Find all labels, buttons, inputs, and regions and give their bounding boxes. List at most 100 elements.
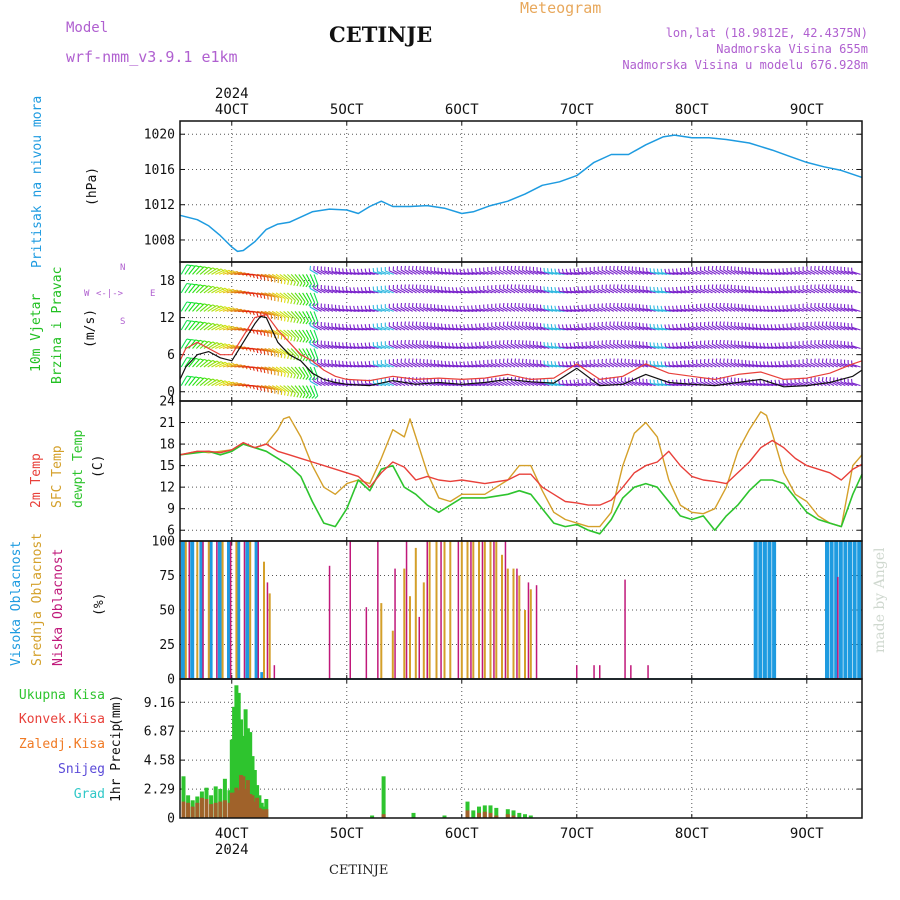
wind-barb-flag xyxy=(782,268,784,273)
total-precip-bar xyxy=(381,776,386,818)
wind-barb xyxy=(559,383,569,387)
wind-barb-flag xyxy=(283,372,286,378)
wind-barb xyxy=(669,309,679,312)
wind-barb xyxy=(745,270,755,275)
wind-barb xyxy=(639,381,649,387)
wind-barb xyxy=(287,292,296,301)
wind-barb xyxy=(692,363,702,368)
wind-barb xyxy=(331,326,341,331)
x-tick-label: 5OCT xyxy=(330,826,364,842)
wind-barb xyxy=(794,381,804,387)
wind-barb xyxy=(574,271,584,275)
wind-barb-flag xyxy=(475,323,477,328)
wind-barb xyxy=(441,271,451,275)
wind-barb-flag xyxy=(558,324,560,329)
wind-barb xyxy=(563,272,573,275)
wind-barb-flag xyxy=(353,268,356,273)
total-precip-bar xyxy=(511,810,516,818)
wind-barb xyxy=(328,363,338,368)
wind-barb-flag xyxy=(510,265,513,270)
low-cloud-bar xyxy=(257,541,259,679)
wind-barb xyxy=(646,271,656,275)
wind-barb xyxy=(684,326,694,331)
wind-barb xyxy=(628,381,637,387)
wind-barb xyxy=(700,270,709,275)
compass-south-label: S xyxy=(120,317,126,327)
wind-barb xyxy=(385,307,394,312)
wind-barb-flag xyxy=(726,358,729,363)
mid-cloud-bar xyxy=(196,541,199,679)
wind-barb xyxy=(460,327,470,331)
wind-barb xyxy=(412,306,421,312)
wind-barb xyxy=(404,343,413,349)
wind-barb xyxy=(794,344,804,350)
wind-barb xyxy=(507,269,516,275)
wind-barb xyxy=(639,307,649,312)
model-name: wrf-nmm_v3.9.1 e1km xyxy=(66,48,238,66)
wind-barb xyxy=(723,306,732,312)
low-cloud-bar xyxy=(457,541,460,679)
wind-barb xyxy=(343,327,353,331)
wind-barb-flag xyxy=(558,287,560,292)
mid-cloud-bar xyxy=(466,541,469,679)
wind-barb xyxy=(760,272,770,275)
wind-barb xyxy=(453,364,463,368)
wind-barb-flag xyxy=(616,339,619,345)
wind-barb-flag xyxy=(825,377,828,382)
wind-barb xyxy=(487,381,497,387)
wind-barb-flag xyxy=(763,324,765,329)
convective-precip-bar xyxy=(488,812,493,818)
wind-barb xyxy=(309,348,316,359)
wind-barb xyxy=(430,344,440,350)
wind-barb xyxy=(692,307,702,312)
wind-barb xyxy=(597,288,607,294)
wind-barb xyxy=(226,270,238,275)
wind-barb xyxy=(590,307,599,312)
wind-barb xyxy=(445,345,455,350)
y-tick-label: 50 xyxy=(159,604,175,619)
wind-barb xyxy=(434,363,444,368)
wind-barb xyxy=(624,325,634,331)
wind-barb xyxy=(669,383,679,387)
wind-barb xyxy=(279,366,290,375)
wind-barb-flag xyxy=(723,358,725,363)
wind-barb-flag xyxy=(459,287,462,292)
wind-barb-flag xyxy=(502,303,505,308)
wind-barb-flag xyxy=(267,388,269,393)
wind-barb xyxy=(415,325,425,331)
wind-barb xyxy=(195,340,205,349)
wind-barb xyxy=(388,288,398,294)
wind-barb xyxy=(635,270,645,275)
wind-barb-flag xyxy=(191,375,196,379)
wind-barb xyxy=(271,292,283,299)
wind-barb xyxy=(715,287,725,294)
wind-barb xyxy=(503,343,512,349)
wind-barb xyxy=(624,380,634,387)
y-tick-label: 1016 xyxy=(144,163,175,178)
wind-barb xyxy=(354,290,364,294)
wind-barb-flag xyxy=(609,302,611,308)
wind-barb xyxy=(456,327,466,331)
wind-barb xyxy=(510,325,520,331)
wind-barb-flag xyxy=(620,358,623,363)
wind-barb-flag xyxy=(719,284,722,289)
wind-barb xyxy=(381,363,391,368)
wind-barb-flag xyxy=(349,268,352,273)
wind-barb xyxy=(328,307,338,312)
wind-barb xyxy=(719,362,728,368)
wind-barb xyxy=(491,344,501,350)
wind-barb-flag xyxy=(455,324,458,329)
wind-barb-flag xyxy=(558,305,560,310)
wind-barb xyxy=(324,288,334,294)
wind-barb xyxy=(412,380,421,387)
wind-barb xyxy=(324,325,334,331)
wind-barb-flag xyxy=(287,354,290,360)
wind-barb xyxy=(529,325,539,331)
chart-title: Meteogram xyxy=(520,0,602,17)
wind-barb xyxy=(305,274,312,285)
wind-barb xyxy=(222,270,234,275)
wind-barb-flag xyxy=(296,374,300,379)
wind-barb xyxy=(339,345,349,350)
wind-barb xyxy=(590,326,599,331)
wind-barb xyxy=(328,326,338,331)
